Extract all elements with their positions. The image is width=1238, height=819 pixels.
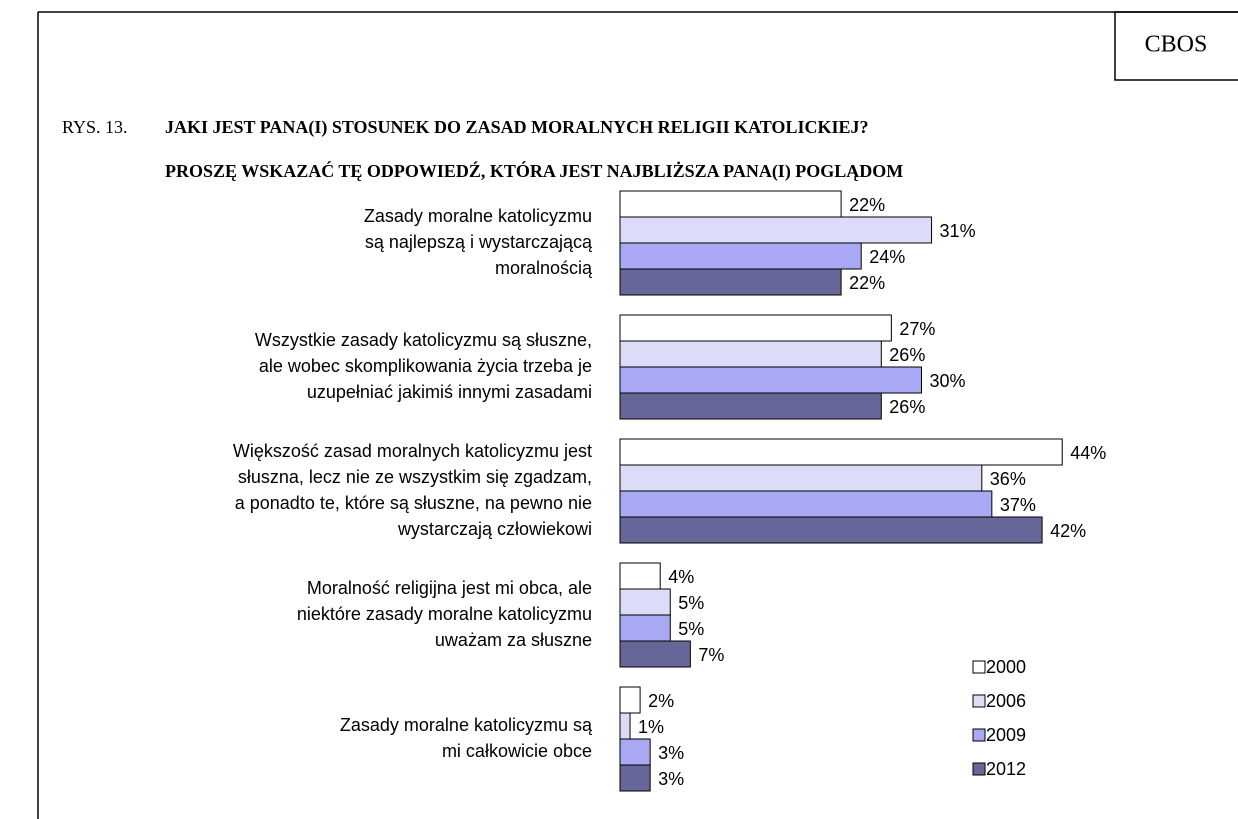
category-label: moralnością	[495, 258, 593, 278]
legend-label: 2009	[986, 725, 1026, 745]
bar	[619, 314, 892, 342]
bar	[619, 614, 671, 642]
value-label: 1%	[638, 717, 664, 737]
value-label: 31%	[940, 221, 976, 241]
source: CBOS	[1145, 32, 1208, 58]
bar	[619, 490, 993, 518]
value-label: 44%	[1070, 443, 1106, 463]
bar	[619, 738, 651, 766]
bar	[619, 216, 933, 244]
category-label: słuszna, lecz nie ze wszystkim się zgadz…	[238, 467, 592, 487]
value-label: 3%	[658, 769, 684, 789]
bar	[619, 242, 862, 270]
bar	[619, 640, 691, 668]
chart-title: PROSZĘ WSKAZAĆ TĘ ODPOWIEDŹ, KTÓRA JEST …	[165, 160, 903, 182]
legend-swatch	[972, 694, 986, 708]
category-label: wystarczają człowiekowi	[397, 519, 592, 539]
value-label: 26%	[889, 345, 925, 365]
value-label: 2%	[648, 691, 674, 711]
bar	[619, 588, 671, 616]
category-label: Wszystkie zasady katolicyzmu są słuszne,	[255, 330, 592, 350]
bar	[619, 464, 983, 492]
category-label: ale wobec skomplikowania życia trzeba je	[259, 356, 592, 376]
legend-label: 2000	[986, 657, 1026, 677]
value-label: 7%	[698, 645, 724, 665]
category-label: uważam za słuszne	[435, 630, 592, 650]
bar	[619, 190, 842, 218]
bar	[619, 562, 661, 590]
category-label: mi całkowicie obce	[442, 741, 592, 761]
value-label: 4%	[668, 567, 694, 587]
value-label: 3%	[658, 743, 684, 763]
bar	[619, 392, 882, 420]
value-label: 27%	[899, 319, 935, 339]
category-label: uzupełniać jakimiś innymi zasadami	[307, 382, 592, 402]
bar	[619, 366, 922, 394]
category-label: Zasady moralne katolicyzmu są	[340, 715, 593, 735]
legend-label: 2006	[986, 691, 1026, 711]
value-label: 5%	[678, 619, 704, 639]
value-label: 5%	[678, 593, 704, 613]
category-label: są najlepszą i wystarczającą	[365, 232, 593, 252]
bar	[619, 268, 842, 296]
bar	[619, 686, 641, 714]
category-label: Zasady moralne katolicyzmu	[364, 206, 592, 226]
value-label: 30%	[930, 371, 966, 391]
source-box	[1114, 11, 1238, 81]
category-label: Większość zasad moralnych katolicyzmu je…	[233, 441, 592, 461]
value-label: 26%	[889, 397, 925, 417]
value-label: 22%	[849, 273, 885, 293]
value-label: 42%	[1050, 521, 1086, 541]
figure-number: RYS. 13.	[62, 117, 128, 137]
value-label: 37%	[1000, 495, 1036, 515]
value-label: 22%	[849, 195, 885, 215]
category-label: a ponadto te, które są słuszne, na pewno…	[235, 493, 592, 513]
bar	[619, 438, 1063, 466]
legend-swatch	[972, 762, 986, 776]
chart-title: JAKI JEST PANA(I) STOSUNEK DO ZASAD MORA…	[165, 117, 868, 138]
category-label: Moralność religijna jest mi obca, ale	[307, 578, 592, 598]
value-label: 24%	[869, 247, 905, 267]
bar	[619, 712, 631, 740]
value-label: 36%	[990, 469, 1026, 489]
bar	[619, 764, 651, 792]
bar	[619, 516, 1043, 544]
category-label: niektóre zasady moralne katolicyzmu	[297, 604, 592, 624]
bar	[619, 340, 882, 368]
legend-swatch	[972, 728, 986, 742]
legend-label: 2012	[986, 759, 1026, 779]
legend-swatch	[972, 660, 986, 674]
